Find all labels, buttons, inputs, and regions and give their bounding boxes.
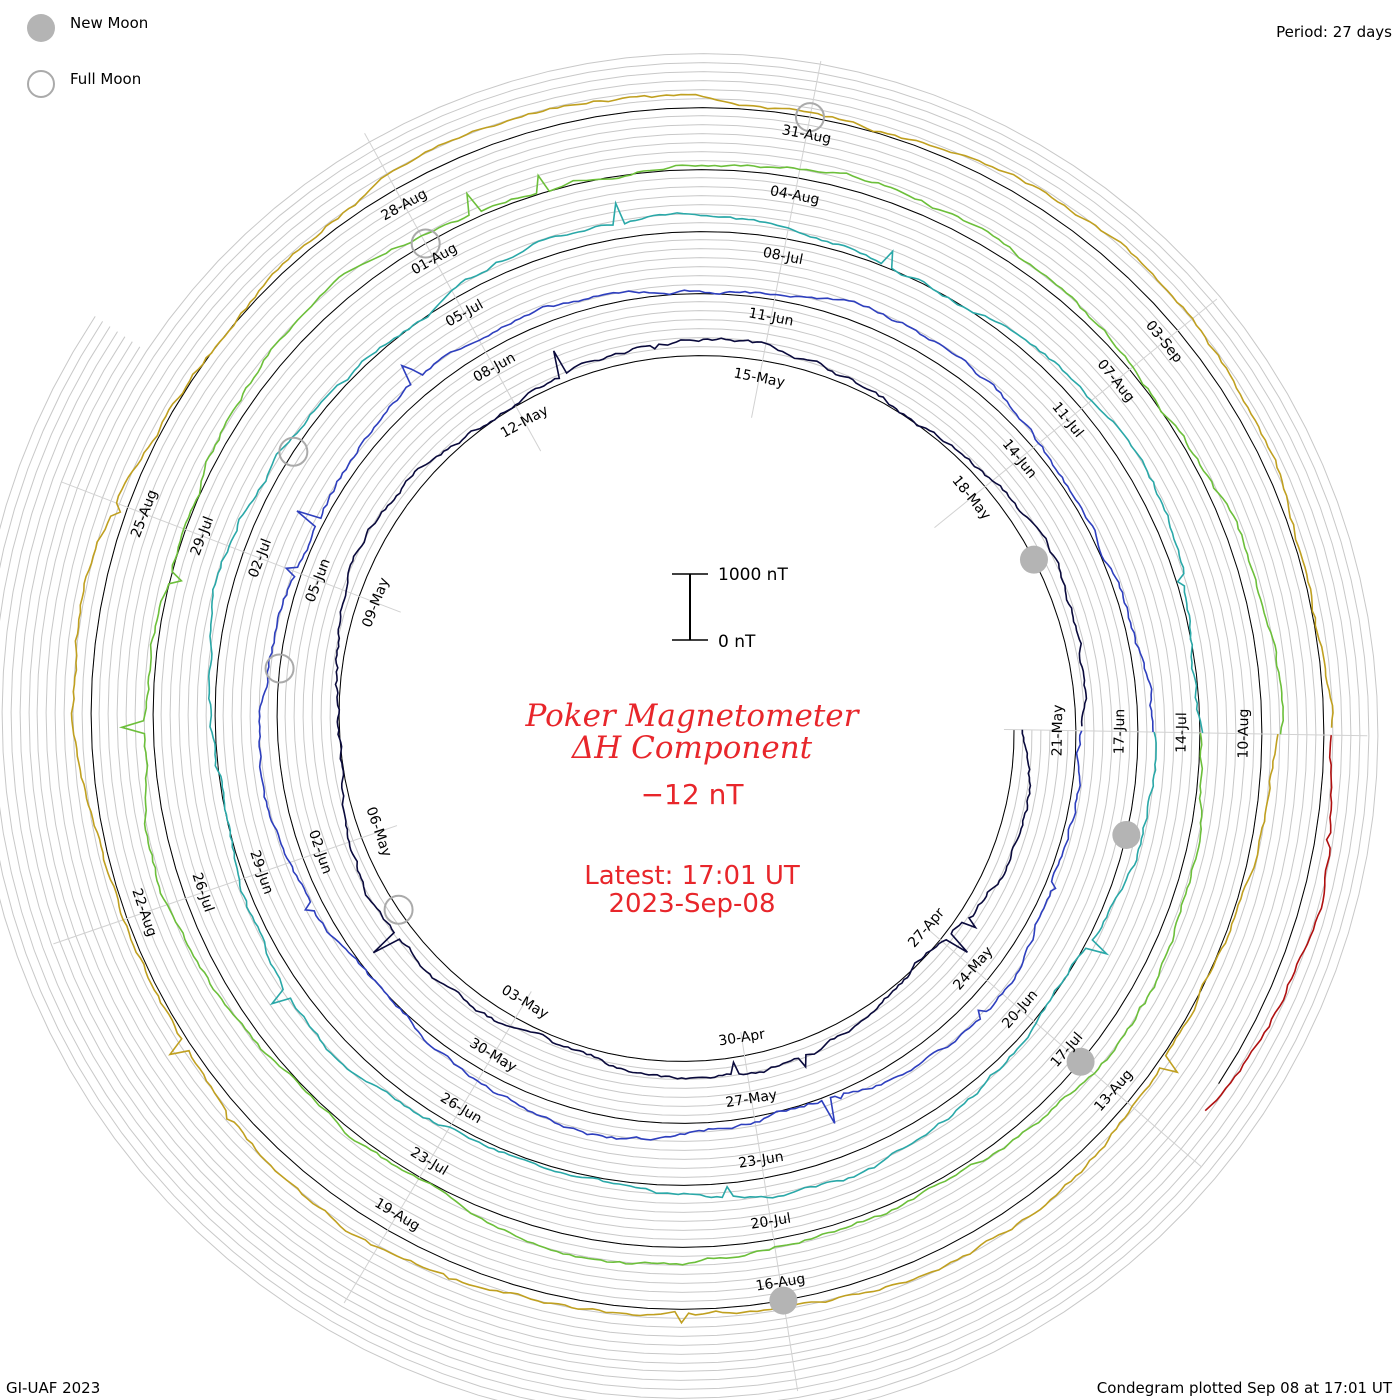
grid-spiral <box>0 71 1361 1400</box>
new-moon-marker <box>769 1286 798 1315</box>
trace-series <box>207 200 1204 1199</box>
date-label: 21-May <box>1049 704 1066 756</box>
grid-spiral <box>19 98 1334 1381</box>
current-value: −12 nT <box>641 778 745 811</box>
trace-series <box>70 93 1334 1325</box>
grid-spoke <box>53 825 398 945</box>
spiral-grid <box>0 53 1379 1400</box>
date-label: 14-Jul <box>1174 712 1191 753</box>
grid-spoke <box>364 133 542 452</box>
date-label: 20-Jul <box>750 1211 793 1233</box>
date-label: 03-May <box>498 982 551 1022</box>
date-label: 26-Jul <box>188 871 216 915</box>
date-label: 12-May <box>498 402 551 441</box>
grid-spoke <box>751 60 822 418</box>
full-moon-marker <box>794 102 825 133</box>
new-moon-legend-label: New Moon <box>70 14 149 32</box>
full-moon-marker <box>264 653 295 684</box>
scale-bottom-label: 0 nT <box>718 632 756 652</box>
new-moon-marker <box>1066 1047 1095 1076</box>
date-label: 16-Aug <box>755 1271 807 1295</box>
date-label: 31-Aug <box>780 122 832 147</box>
grid-spoke <box>343 991 532 1304</box>
period-label: Period: 27 days <box>1276 23 1392 41</box>
date-label: 01-Aug <box>409 240 460 278</box>
date-label: 24-May <box>950 944 996 994</box>
date-label: 17-Jun <box>1112 709 1129 755</box>
grid-spiral <box>0 62 1370 1400</box>
grid-spoke <box>927 928 1203 1168</box>
scale-top-label: 1000 nT <box>718 565 788 585</box>
grid-spiral <box>10 89 1343 1390</box>
trace-series <box>334 337 1088 1080</box>
full-moon-marker <box>278 436 309 467</box>
full-moon-marker <box>410 228 441 259</box>
date-label: 03-Sep <box>1142 318 1186 366</box>
date-label: 04-Aug <box>769 183 821 208</box>
grid-spoke <box>1003 728 1368 737</box>
latest-time: Latest: 17:01 UT <box>584 861 800 891</box>
footer-plot-time: Condegram plotted Sep 08 at 17:01 UT <box>1096 1379 1392 1397</box>
full-moon-legend-icon <box>27 70 55 98</box>
date-label: 23-Jun <box>737 1149 784 1172</box>
date-label: 27-Apr <box>905 905 948 951</box>
center-title: Poker Magnetometer ΔH Component <box>525 698 861 766</box>
date-label: 08-Jul <box>761 245 804 268</box>
grid-spiral <box>1 80 1352 1399</box>
trace-series <box>118 164 1285 1266</box>
footer-credit: GI-UAF 2023 <box>6 1379 101 1397</box>
trace-series <box>1204 735 1333 1112</box>
date-label: 18-May <box>949 473 994 523</box>
date-label: 14-Jun <box>999 436 1040 481</box>
title-line-2: ΔH Component <box>571 730 813 766</box>
date-label: 26-Jun <box>437 1090 484 1127</box>
date-label: 28-Aug <box>379 186 430 224</box>
trace-series <box>258 289 1154 1141</box>
new-moon-legend-icon <box>27 14 55 42</box>
full-moon-legend-label: Full Moon <box>70 70 142 88</box>
grid-spoke <box>61 481 401 613</box>
new-moon-marker <box>1019 545 1048 574</box>
grid-spiral <box>0 53 1379 1400</box>
date-label: 27-May <box>725 1087 779 1111</box>
date-label: 15-May <box>732 365 786 391</box>
full-moon-marker <box>383 894 414 925</box>
grid-spoke <box>934 298 1218 529</box>
latest-date: 2023-Sep-08 <box>608 889 775 919</box>
scale-bar: 1000 nT 0 nT <box>672 565 788 652</box>
moon-markers <box>264 102 1141 1315</box>
title-line-1: Poker Magnetometer <box>525 698 861 734</box>
grid-spoke <box>740 1032 799 1392</box>
date-label: 13-Aug <box>1091 1067 1136 1115</box>
new-moon-marker <box>1112 820 1141 849</box>
date-label: 30-Apr <box>717 1026 766 1049</box>
data-traces <box>70 93 1334 1325</box>
date-label: 10-Aug <box>1235 709 1252 759</box>
